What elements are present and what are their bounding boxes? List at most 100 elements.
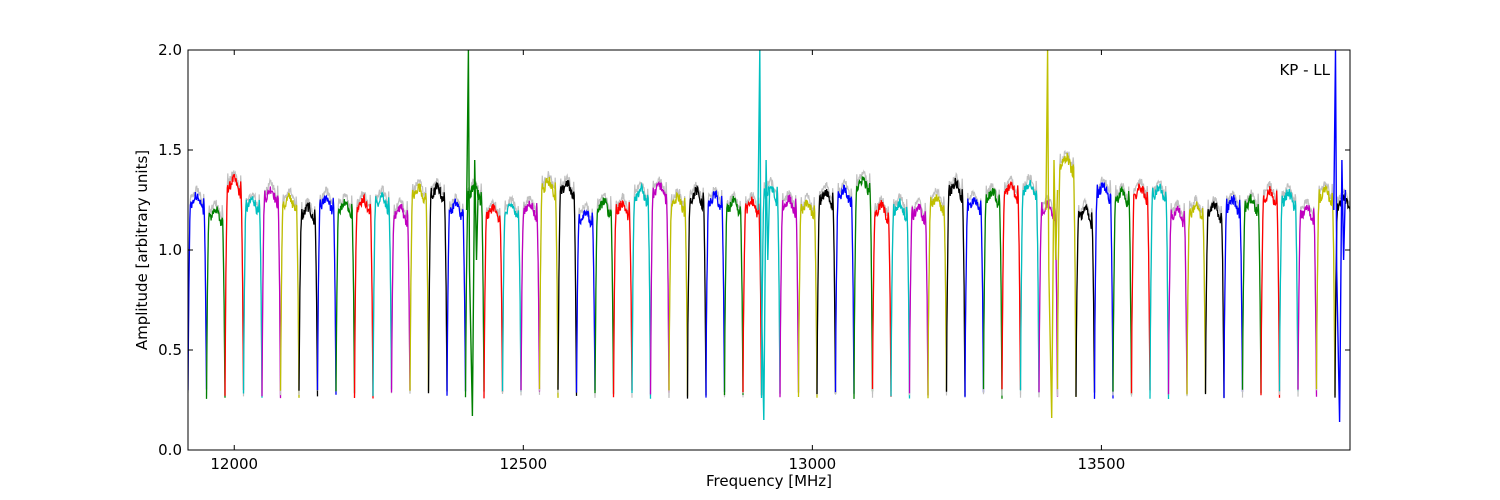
background-trace-35 [834, 178, 855, 395]
background-trace-11 [390, 197, 411, 394]
series-line-51 [1130, 183, 1151, 394]
series-line-9 [353, 193, 374, 399]
series-layer [188, 50, 1350, 423]
series-line-10 [372, 191, 393, 397]
series-line-29 [723, 195, 744, 396]
background-trace-4 [261, 177, 282, 398]
plot-area [188, 50, 1350, 450]
series-line-14 [446, 198, 467, 396]
x-tick-label: 13000 [788, 455, 836, 473]
series-line-19 [538, 176, 559, 398]
series-line-57 [1241, 194, 1262, 394]
series-line-20 [557, 180, 578, 396]
series-line-49 [1093, 182, 1114, 399]
series-line-32 [779, 194, 800, 398]
series-line-35 [834, 184, 855, 394]
background-trace-25 [649, 176, 670, 399]
series-line-53 [1167, 205, 1188, 395]
series-line-48 [1075, 203, 1096, 397]
series-line-44 [1001, 180, 1022, 390]
series-line-25 [649, 180, 670, 395]
series-line-62 [1334, 192, 1350, 398]
series-line-17 [501, 202, 522, 393]
series-line-36 [853, 175, 874, 399]
series-line-24 [631, 182, 652, 399]
background-trace-5 [279, 187, 300, 397]
plot-frame [187, 49, 1351, 451]
series-line-12 [409, 183, 430, 392]
background-trace-41 [945, 171, 966, 394]
series-line-31 [760, 184, 781, 399]
series-line-5 [279, 192, 300, 398]
x-tick-label: 12000 [210, 455, 258, 473]
series-line-0 [188, 192, 208, 391]
rfi-spike-3 [1333, 50, 1347, 423]
series-line-13 [427, 181, 448, 394]
background-trace-55 [1204, 196, 1225, 392]
series-line-16 [483, 203, 504, 399]
series-line-7 [316, 194, 337, 395]
series-line-56 [1223, 194, 1244, 399]
series-line-21 [575, 209, 596, 393]
background-trace-20 [557, 173, 578, 393]
series-line-6 [298, 201, 319, 397]
series-line-18 [520, 200, 541, 392]
chart-annotation: KP - LL [1279, 61, 1330, 79]
series-line-2 [224, 173, 245, 396]
series-line-60 [1297, 204, 1318, 397]
series-line-30 [742, 196, 763, 396]
series-line-33 [797, 199, 818, 398]
background-trace-22 [594, 192, 615, 398]
series-line-52 [1149, 183, 1170, 400]
background-trace-43 [982, 183, 1003, 395]
series-line-38 [890, 198, 911, 399]
series-line-34 [816, 188, 837, 395]
series-line-37 [871, 200, 892, 397]
series-line-23 [612, 199, 633, 398]
series-line-45 [1019, 179, 1040, 393]
series-line-28 [705, 190, 726, 398]
series-line-61 [1315, 184, 1336, 396]
series-line-47 [1056, 152, 1077, 397]
y-tick-label: 1.5 [158, 141, 182, 159]
background-trace-62 [1334, 188, 1350, 392]
background-trace-16 [483, 198, 504, 393]
series-line-41 [945, 177, 966, 397]
series-line-39 [908, 203, 929, 396]
rfi-spike-2 [1045, 50, 1059, 419]
series-line-1 [205, 206, 226, 399]
ticks-layer: 12000 12500 13000 13500 0.0 0.5 1.0 1.5 2.0 [158, 41, 1350, 473]
series-line-42 [964, 197, 985, 398]
background-trace-12 [409, 179, 430, 393]
series-line-26 [668, 191, 689, 396]
series-line-54 [1186, 201, 1207, 395]
x-tick-label: 13500 [1078, 455, 1126, 473]
y-axis-label: Amplitude [arbitrary units] [133, 150, 151, 350]
series-line-27 [686, 184, 707, 399]
series-line-59 [1278, 188, 1299, 392]
series-line-3 [242, 195, 263, 398]
rfi-spike-1 [757, 50, 771, 421]
background-trace-51 [1130, 178, 1151, 397]
background-trace-45 [1019, 174, 1040, 398]
series-line-58 [1260, 186, 1281, 398]
series-line-50 [1112, 186, 1133, 395]
y-tick-label: 2.0 [158, 41, 182, 59]
series-line-43 [982, 187, 1003, 399]
series-line-55 [1204, 200, 1225, 398]
series-line-40 [927, 194, 948, 399]
x-tick-label: 12500 [499, 455, 547, 473]
rfi-spike-0 [465, 50, 479, 417]
series-line-11 [390, 203, 411, 393]
y-tick-label: 0.5 [158, 341, 182, 359]
background-trace-59 [1278, 182, 1299, 395]
series-line-8 [335, 199, 356, 394]
y-tick-label: 0.0 [158, 441, 182, 459]
y-tick-label: 1.0 [158, 241, 182, 259]
background-trace-1 [205, 199, 226, 397]
series-line-22 [594, 197, 615, 394]
series-line-4 [261, 186, 282, 399]
x-axis-label: Frequency [MHz] [706, 472, 832, 490]
background-trace-36 [853, 169, 874, 396]
